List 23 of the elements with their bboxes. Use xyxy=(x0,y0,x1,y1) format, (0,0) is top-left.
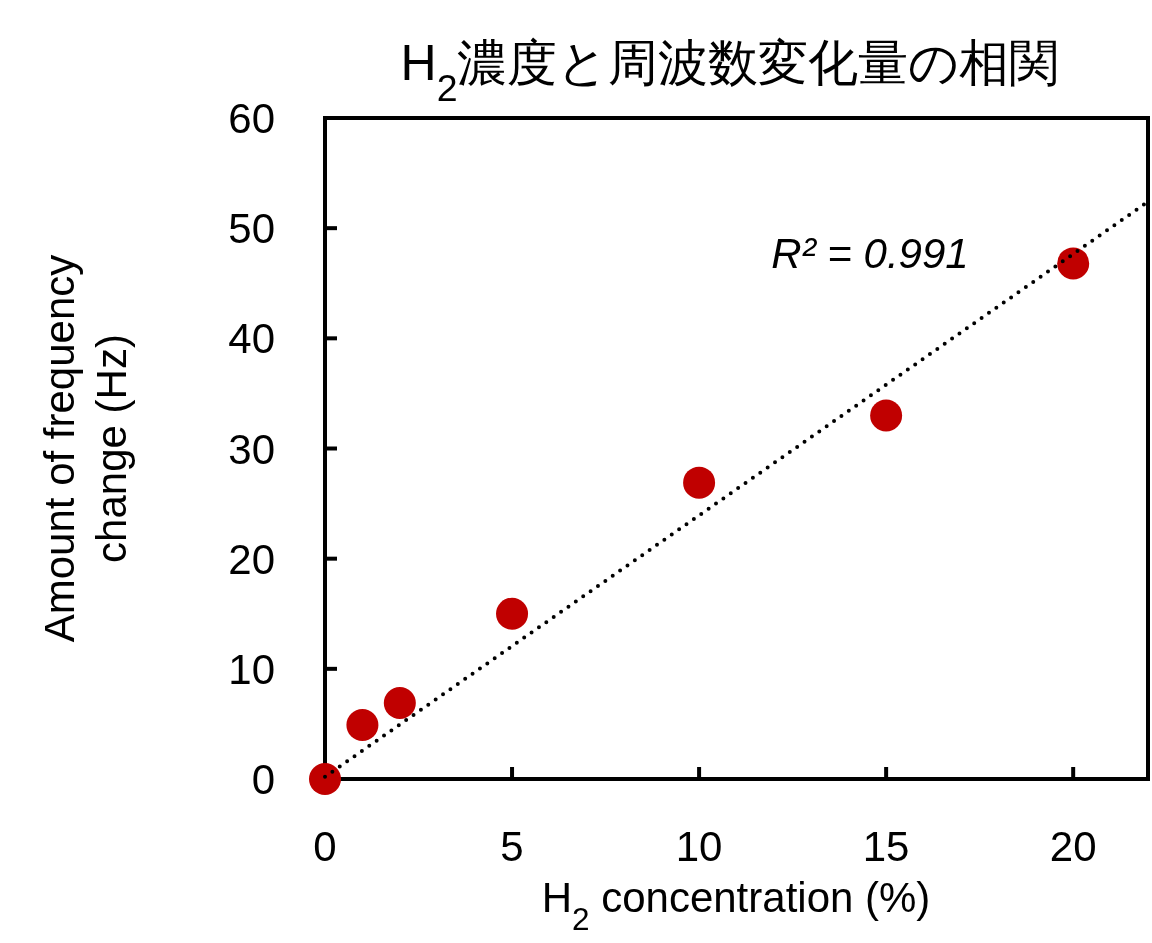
point xyxy=(683,466,716,499)
y-tick-label: 20 xyxy=(228,535,275,583)
y-axis-title: Amount of frequency change (Hz) xyxy=(36,254,135,643)
y-tick-label: 10 xyxy=(228,645,275,693)
point xyxy=(309,763,341,795)
x-tick-label: 10 xyxy=(675,823,723,870)
point xyxy=(870,399,903,432)
chart-title: H$_{2}$濃度と周波数変化量の相関 xyxy=(400,35,1060,109)
x-tick-label: 5 xyxy=(500,823,524,870)
y-tick-label: 40 xyxy=(228,315,275,363)
point xyxy=(346,709,379,742)
y-tick-label: 50 xyxy=(228,205,275,253)
point xyxy=(1057,247,1090,280)
y-tick-label: 60 xyxy=(228,95,275,142)
point xyxy=(383,686,416,719)
y-tick-label: 30 xyxy=(228,425,275,473)
x-axis-title: H$_{2}$ concentration (%) xyxy=(541,874,931,937)
x-tick-label: 20 xyxy=(1049,823,1097,870)
point xyxy=(496,597,529,630)
x-tick-label: 15 xyxy=(862,823,910,870)
x-tick-label: 0 xyxy=(313,823,337,870)
y-tick-label: 0 xyxy=(251,756,275,803)
annotation: R² = 0.991 xyxy=(771,230,969,277)
